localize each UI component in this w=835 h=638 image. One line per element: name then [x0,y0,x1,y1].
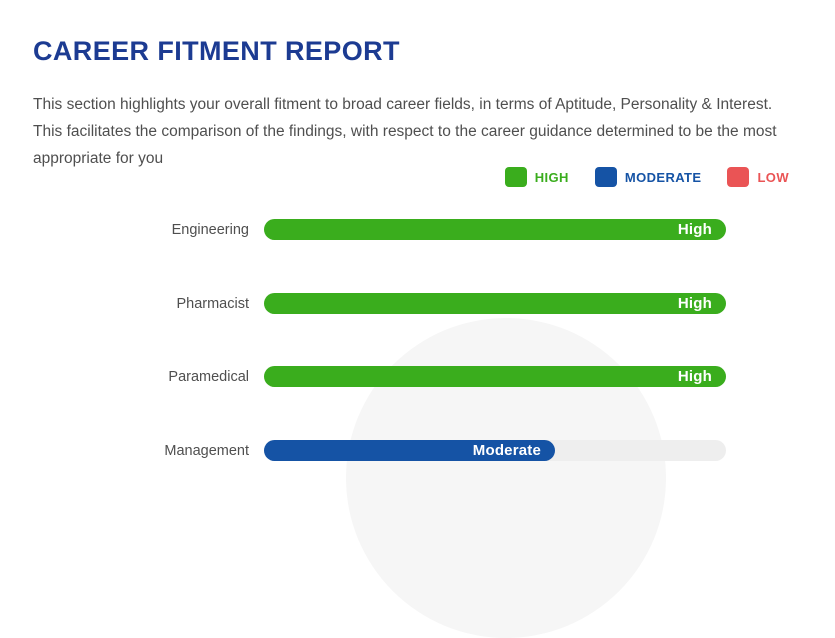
chart-row-management: Management Moderate [0,440,726,461]
bar-fill: High [264,366,726,387]
legend: HIGH MODERATE LOW [504,167,789,187]
fitment-bar-chart: Engineering High Pharmacist High Paramed… [0,219,726,461]
category-label: Paramedical [168,368,249,385]
career-fitment-report-section: CAREER FITMENT REPORT This section highl… [0,36,789,461]
bar-track: Moderate [264,440,726,461]
chart-row-paramedical: Paramedical High [0,366,726,387]
chart-row-pharmacist: Pharmacist High [0,293,726,314]
bar-track: High [264,366,726,387]
bar-rating-label: High [677,368,712,385]
chart-row-engineering: Engineering High [0,219,726,240]
page-title: CAREER FITMENT REPORT [33,36,400,67]
legend-item-high: HIGH [504,167,569,187]
legend-item-low: LOW [727,167,789,187]
legend-label-low: LOW [757,169,789,185]
bar-rating-label: High [677,295,712,312]
section-description: This section highlights your overall fit… [33,95,777,167]
category-label: Engineering [171,221,249,238]
category-label: Management [164,442,249,459]
legend-swatch-high [504,167,527,187]
bar-track: High [264,219,726,240]
bar-rating-label: High [677,221,712,238]
legend-label-moderate: MODERATE [624,169,702,185]
legend-swatch-moderate [594,167,617,187]
bar-track: High [264,293,726,314]
bar-fill: High [264,219,726,240]
bar-fill: Moderate [264,440,556,461]
category-label: Pharmacist [176,295,249,312]
legend-item-moderate: MODERATE [594,167,702,187]
bar-fill: High [264,293,726,314]
bar-rating-label: Moderate [472,442,542,459]
legend-label-high: HIGH [534,169,569,185]
legend-swatch-low [727,167,750,187]
